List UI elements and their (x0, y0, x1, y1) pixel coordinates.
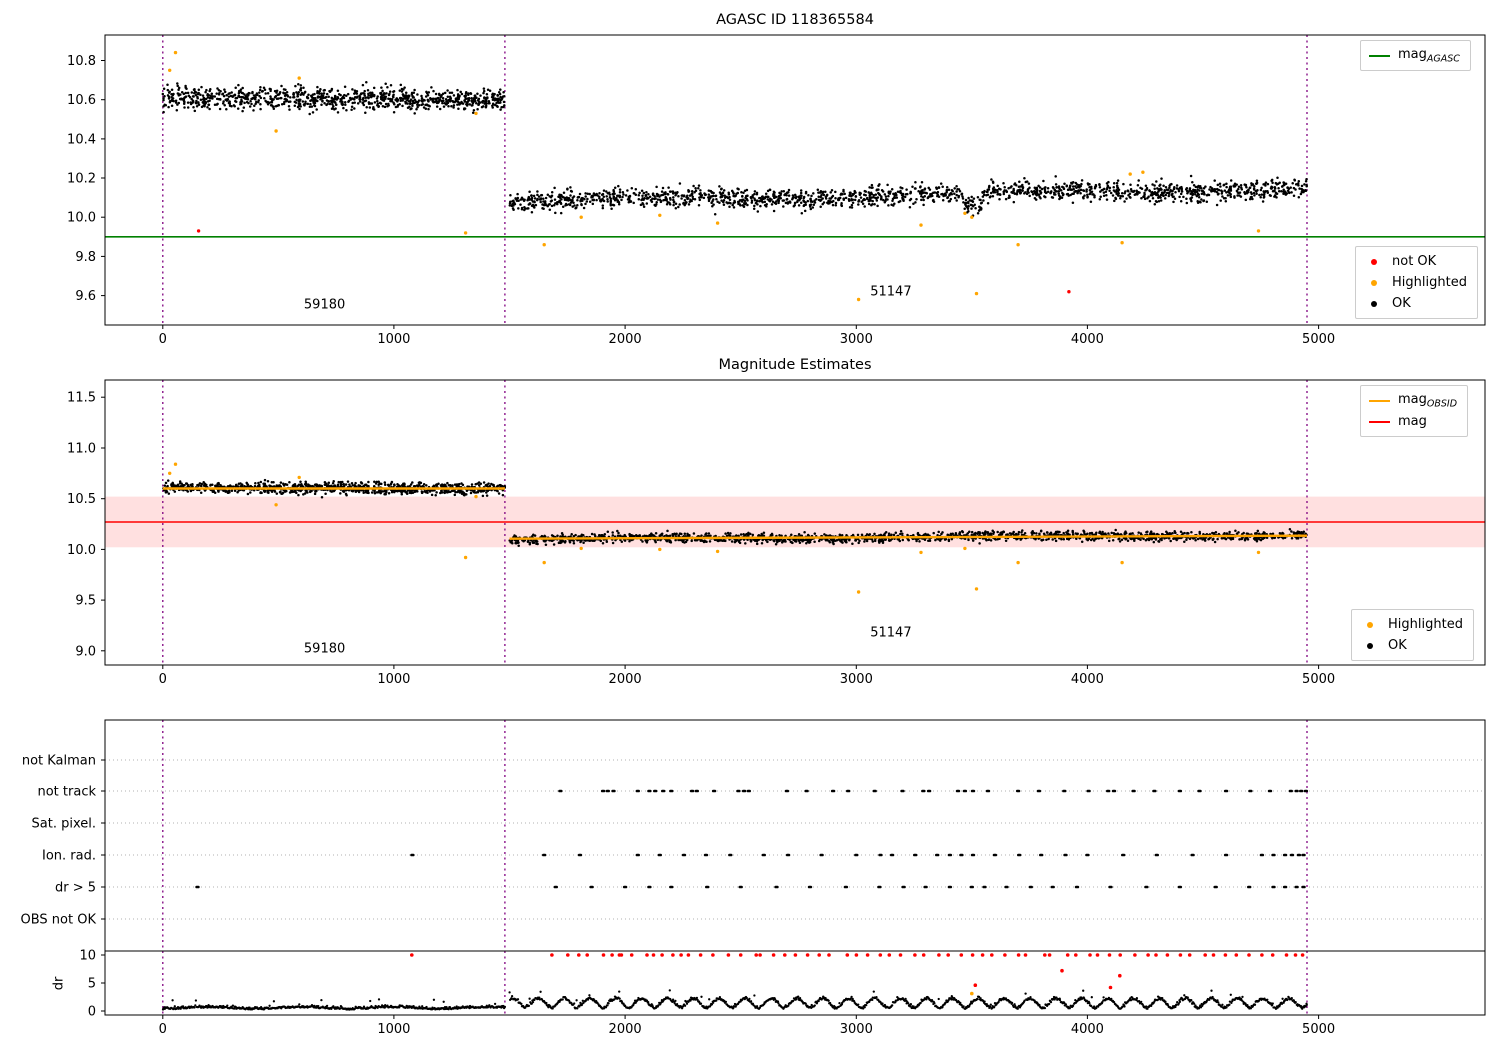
x-tick-label: 5000 (1302, 672, 1335, 687)
x-tick-label: 3000 (840, 672, 873, 687)
subplot-2: not Kalman not track Sat. pixel. Ion. rad. d… (21, 719, 1486, 1037)
y-tick-label: 9.0 (75, 644, 96, 659)
x-tick-label: 5000 (1302, 332, 1335, 347)
y-tick-label: 11.5 (67, 391, 96, 406)
plot1-title: AGASC ID 118365584 (716, 12, 874, 28)
x-tick-label: 3000 (840, 332, 873, 347)
x-tick-label: 2000 (609, 1022, 642, 1037)
x-tick-label: 3000 (840, 1022, 873, 1037)
x-tick-label: 1000 (377, 332, 410, 347)
plot2-title: Magnitude Estimates (718, 357, 872, 373)
dr-tick-label: 10 (79, 949, 96, 964)
legend-label: Highlighted (1392, 275, 1467, 290)
legend-item-ok: OK (1360, 635, 1463, 656)
subplot-0: 0 1000 2000 3000 4000 5000 9.6 9.8 10.0 10.2 10.4 1… (67, 34, 1486, 347)
dr-series-seg0 (161, 998, 507, 1011)
obsid-label-59180: 59180 (303, 641, 346, 657)
obsid-label-59180: 59180 (303, 297, 346, 313)
x-tick-label: 1000 (377, 672, 410, 687)
legend-label: magOBSID (1398, 391, 1458, 410)
highlighted-points (168, 462, 1261, 594)
legend-item-not-ok: not OK (1364, 251, 1467, 272)
legend-item-mag: mag (1369, 411, 1457, 432)
y-tick-label: 9.5 (75, 594, 96, 609)
obsid-label-51147: 51147 (870, 284, 912, 300)
axes-frame (104, 379, 1486, 666)
legend-label: Highlighted (1388, 617, 1463, 632)
x-tick-label: 4000 (1071, 672, 1104, 687)
highlighted-points (168, 50, 1261, 302)
flag-category-label: not track (37, 785, 96, 800)
dr-tick-label: 5 (88, 977, 96, 992)
mag-obsid-line (509, 534, 1308, 540)
legend-top-markers: not OK Highlighted OK (1355, 246, 1478, 319)
legend-item-mag-agasc: magAGASC (1369, 45, 1460, 66)
legend-item-ok: OK (1364, 293, 1467, 314)
x-tick-label: 5000 (1302, 1022, 1335, 1037)
dr-clipped-points (410, 953, 1305, 957)
legend-item-highlighted: Highlighted (1364, 272, 1467, 293)
red-line-swatch (1369, 420, 1390, 423)
y-tick-label: 10.8 (67, 54, 96, 69)
black-dot-swatch (1371, 300, 1377, 307)
x-tick-label: 0 (159, 332, 167, 347)
flag-category-label: OBS not OK (21, 913, 97, 928)
dr-series-seg1 (508, 989, 1308, 1010)
not-ok-points (196, 229, 1071, 294)
y-tick-label: 10.0 (67, 543, 96, 558)
y-tick-label: 10.0 (67, 211, 96, 226)
flag-points-ion-rad- (410, 853, 1306, 857)
legend-label: mag (1398, 414, 1427, 429)
orange-line-swatch (1369, 399, 1390, 402)
orange-dot-swatch (1367, 621, 1373, 628)
ok-points-seg1 (508, 174, 1308, 218)
x-tick-label: 2000 (609, 672, 642, 687)
green-line-swatch (1369, 54, 1390, 57)
x-tick-label: 1000 (377, 1022, 410, 1037)
legend-mag-agasc: magAGASC (1360, 40, 1471, 71)
y-tick-label: 11.0 (67, 442, 96, 457)
black-dot-swatch (1367, 642, 1373, 649)
orange-dot-swatch (1371, 279, 1377, 286)
legend-label: magAGASC (1398, 46, 1460, 65)
y-tick-label: 9.6 (75, 289, 96, 304)
flag-points-dr-5 (195, 885, 1306, 889)
y-tick-label: 10.4 (67, 132, 96, 147)
x-tick-label: 0 (159, 1022, 167, 1037)
y-tick-label: 10.2 (67, 172, 96, 187)
flag-category-label: Ion. rad. (42, 849, 96, 864)
dr-tick-label: 0 (88, 1005, 96, 1020)
flag-category-label: dr > 5 (55, 881, 96, 896)
dr-axis-label: dr (51, 976, 67, 991)
y-tick-label: 10.6 (67, 93, 96, 108)
axes-frame (104, 34, 1486, 326)
flag-points-not-track (558, 789, 1309, 793)
red-dot-swatch (1371, 258, 1377, 265)
legend-mag-obsid: magOBSID mag (1360, 385, 1469, 437)
dr-outlier-points (970, 968, 1122, 996)
legend-item-highlighted: Highlighted (1360, 614, 1463, 635)
subplot-1: 0 1000 2000 3000 4000 5000 9.0 9.5 10.0 10.5 11.0 1… (67, 379, 1486, 687)
flag-category-label: Sat. pixel. (32, 817, 96, 832)
y-tick-label: 10.5 (67, 492, 96, 507)
legend-mid-markers: Highlighted OK (1351, 609, 1474, 661)
legend-label: OK (1388, 638, 1407, 653)
ok-points-seg0 (161, 80, 506, 116)
y-tick-label: 9.8 (75, 250, 96, 265)
axes-frame (104, 719, 1486, 1016)
legend-label: OK (1392, 296, 1411, 311)
flag-category-label: not Kalman (22, 754, 96, 769)
x-tick-label: 4000 (1071, 332, 1104, 347)
legend-item-mag-obsid: magOBSID (1369, 390, 1457, 411)
legend-label: not OK (1392, 254, 1437, 269)
x-tick-label: 0 (159, 672, 167, 687)
x-tick-label: 2000 (609, 332, 642, 347)
obsid-label-51147: 51147 (870, 625, 912, 641)
x-tick-label: 4000 (1071, 1022, 1104, 1037)
